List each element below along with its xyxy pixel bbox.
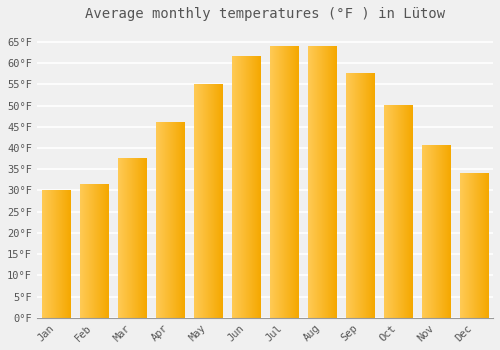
- Title: Average monthly temperatures (°F ) in Lütow: Average monthly temperatures (°F ) in Lü…: [85, 7, 445, 21]
